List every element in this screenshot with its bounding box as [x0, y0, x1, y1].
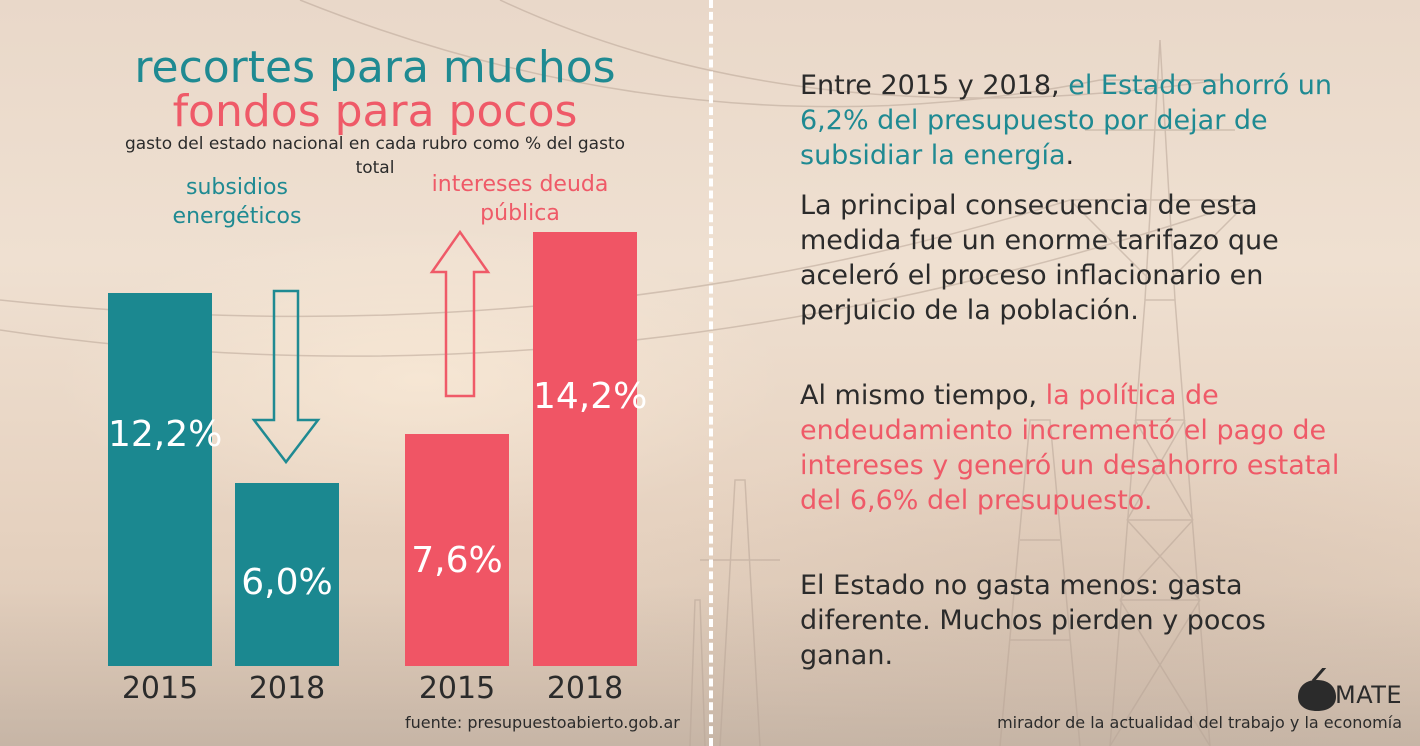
- chart-subtitle: gasto del estado nacional en cada rubro …: [124, 134, 626, 178]
- tagline: mirador de la actualidad del trabajo y l…: [997, 713, 1402, 732]
- bar-value-label: 12,2%: [108, 413, 223, 455]
- paragraph-1-end: .: [1065, 140, 1075, 171]
- up-arrow-icon: [429, 229, 491, 398]
- bar-value-label: 7,6%: [411, 540, 503, 582]
- series-label-intereses: intereses deuda pública: [431, 172, 609, 226]
- mate-gourd-icon: [1298, 680, 1336, 711]
- down-arrow-icon: [251, 289, 321, 465]
- x-tick-label: 2018: [248, 671, 326, 706]
- paragraph-3: Al mismo tiempo, la política de endeudam…: [800, 378, 1360, 518]
- bar-intereses-2018: [533, 232, 637, 666]
- paragraph-1-highlight: el Estado ahorró un 6,2% del presupuesto…: [800, 70, 1333, 171]
- bar-subsidios-2015: [108, 293, 212, 666]
- x-tick-label: 2018: [546, 671, 624, 706]
- paragraph-2: La principal consecuencia de esta medida…: [800, 190, 1279, 326]
- bar-subsidios-2018: [235, 482, 339, 666]
- source-note: fuente: presupuestoabierto.gob.ar: [405, 713, 680, 732]
- paragraph-3-intro: Al mismo tiempo,: [800, 380, 1046, 411]
- series-label-subsidios: subsidios energéticos: [172, 175, 302, 229]
- chart-title-line1: recortes para muchos: [134, 42, 616, 93]
- paragraph-3-highlight: la política de endeudamiento incrementó …: [800, 380, 1340, 516]
- chart-title-line2: fondos para pocos: [172, 86, 578, 137]
- x-tick-label: 2015: [418, 671, 496, 706]
- paragraph-1-intro: Entre 2015 y 2018,: [800, 70, 1069, 101]
- mate-logo: [1298, 668, 1336, 711]
- bar-value-label: 6,0%: [241, 562, 333, 604]
- bar-intereses-2015: [405, 433, 509, 666]
- panel-divider: [709, 0, 713, 746]
- paragraph-1: Entre 2015 y 2018, el Estado ahorró un 6…: [800, 68, 1360, 173]
- x-tick-label: 2015: [121, 671, 199, 706]
- bar-value-label: 14,2%: [533, 375, 648, 417]
- paragraph-4: El Estado no gasta menos: gasta diferent…: [800, 570, 1266, 671]
- logo-text: MATE: [1335, 681, 1403, 709]
